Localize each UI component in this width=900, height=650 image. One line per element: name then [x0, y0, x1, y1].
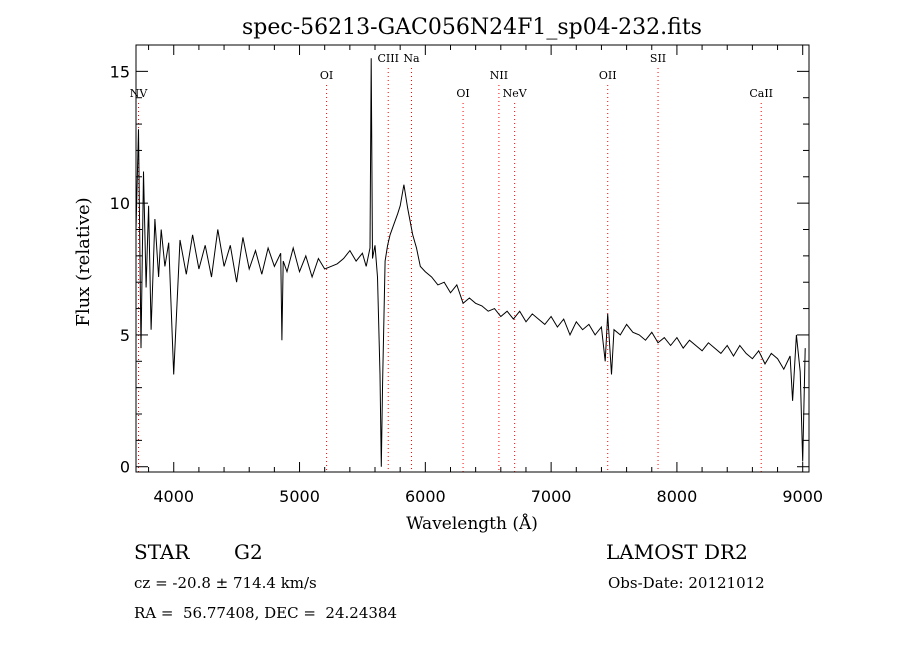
line-label-ciii: CIII [377, 52, 398, 65]
line-label-caii: CaII [749, 87, 773, 100]
coordinates: RA = 56.77408, DEC = 24.24384 [134, 604, 398, 622]
y-tick-label: 5 [120, 326, 130, 345]
line-label-oi: OI [456, 87, 469, 100]
x-tick-label: 7000 [531, 487, 572, 506]
chart-title: spec-56213-GAC056N24F1_sp04-232.fits [242, 15, 702, 40]
emission-line-markers: NV OI CIII Na OI NII NeV OII SII CaII [130, 52, 773, 472]
x-tick-label: 6000 [405, 487, 446, 506]
line-label-oi: OI [320, 69, 333, 82]
line-label-nv: NV [130, 87, 149, 100]
y-axis-ticks: 0 5 10 15 [110, 62, 809, 477]
line-label-nev: NeV [503, 87, 528, 100]
x-tick-label: 8000 [657, 487, 698, 506]
redshift-value: cz = -20.8 ± 714.4 km/s [134, 574, 317, 592]
line-label-na: Na [403, 52, 420, 65]
x-tick-label: 4000 [153, 487, 194, 506]
line-label-oii: OII [599, 69, 617, 82]
y-axis-label: Flux (relative) [73, 197, 94, 326]
y-tick-label: 10 [110, 194, 130, 213]
x-tick-label: 9000 [782, 487, 823, 506]
survey-name: LAMOST DR2 [606, 540, 748, 564]
observation-date: Obs-Date: 20121012 [608, 574, 765, 592]
x-axis-label: Wavelength (Å) [406, 513, 538, 534]
x-tick-label: 5000 [279, 487, 320, 506]
spectrum-line [135, 58, 806, 467]
x-axis-ticks: 4000 5000 6000 7000 8000 9000 [148, 45, 823, 506]
object-subclass: G2 [234, 540, 263, 564]
plot-frame [135, 44, 810, 473]
line-label-nii: NII [490, 69, 508, 82]
y-tick-label: 15 [110, 62, 130, 81]
y-tick-label: 0 [120, 458, 130, 477]
object-class: STAR [134, 540, 190, 564]
line-label-sii: SII [650, 52, 666, 65]
